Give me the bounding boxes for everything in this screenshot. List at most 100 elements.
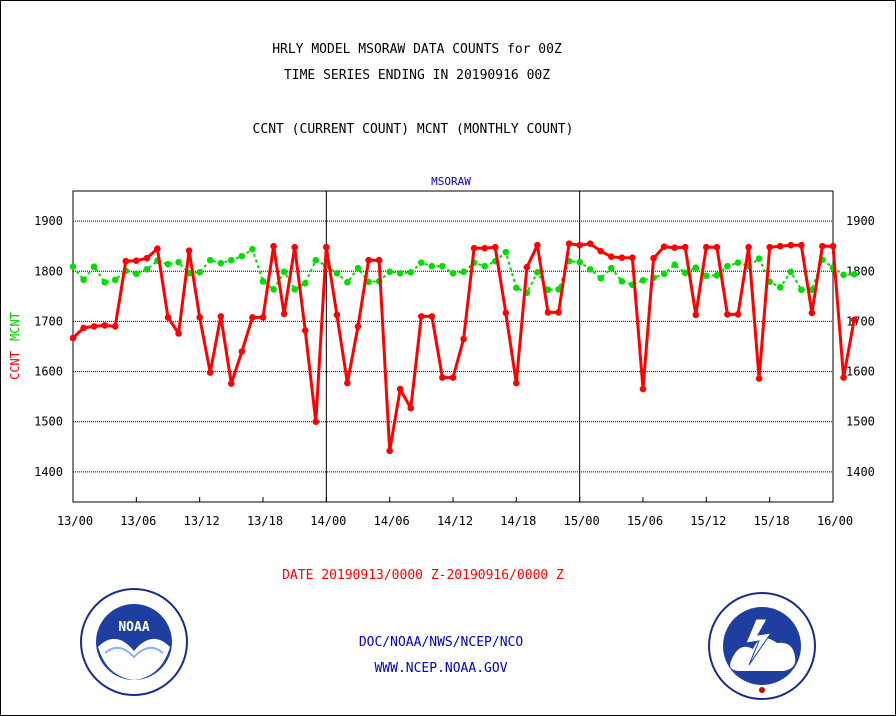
data-point-mcnt	[407, 269, 415, 276]
data-point-ccnt	[228, 380, 235, 387]
data-point-mcnt	[713, 272, 721, 279]
data-point-ccnt	[386, 447, 394, 455]
data-point-ccnt	[312, 418, 320, 426]
y-tick-label-left: 1900	[34, 214, 63, 228]
data-point-ccnt	[396, 385, 404, 393]
data-point-ccnt	[122, 257, 130, 265]
data-point-mcnt	[69, 263, 77, 271]
data-point-mcnt	[238, 252, 246, 260]
data-point-ccnt	[639, 385, 647, 393]
x-tick-label: 16/00	[817, 514, 853, 528]
data-point-ccnt	[523, 263, 531, 271]
data-point-mcnt	[534, 269, 541, 276]
data-point-ccnt	[502, 309, 510, 317]
data-point-ccnt	[69, 334, 77, 342]
series-ccnt	[69, 240, 858, 455]
y-tick-label-left: 1600	[34, 365, 63, 379]
data-point-ccnt	[154, 245, 161, 252]
data-point-ccnt	[101, 322, 108, 329]
series-mcnt	[69, 245, 858, 297]
date-range-label: DATE 20190913/0000 Z-20190916/0000 Z	[282, 568, 564, 583]
data-point-ccnt	[513, 379, 520, 387]
data-point-ccnt	[280, 310, 288, 318]
data-point-mcnt	[249, 245, 256, 253]
y-tick-label-right: 1500	[846, 415, 875, 429]
data-point-mcnt	[80, 276, 87, 284]
data-point-ccnt	[597, 247, 605, 255]
data-point-mcnt	[101, 279, 108, 286]
data-point-ccnt	[323, 243, 330, 251]
data-point-mcnt	[228, 256, 235, 264]
data-point-mcnt	[164, 260, 172, 268]
data-point-ccnt	[629, 254, 636, 261]
x-tick-label: 13/06	[120, 514, 156, 528]
data-point-ccnt	[608, 253, 615, 260]
data-point-ccnt	[439, 374, 446, 381]
data-point-ccnt	[80, 324, 87, 332]
data-point-ccnt	[703, 243, 710, 251]
data-point-mcnt	[597, 275, 605, 282]
data-point-ccnt	[534, 241, 541, 249]
y-axis-label-mcnt: MCNT	[8, 312, 22, 341]
data-point-ccnt	[111, 323, 119, 330]
data-point-mcnt	[703, 272, 710, 280]
data-point-ccnt	[217, 313, 225, 320]
data-point-ccnt	[692, 311, 700, 319]
data-point-ccnt	[491, 243, 499, 251]
data-point-mcnt	[460, 268, 467, 276]
data-point-ccnt	[428, 313, 436, 320]
y-tick-labels: 1400 1400 1500 1500 1600 1600 1700 1700 1800 1800…	[34, 214, 875, 479]
x-tick-label: 13/18	[247, 514, 283, 528]
series-line-mcnt	[72, 248, 855, 294]
y-tick-label-right: 1800	[846, 264, 875, 278]
data-point-mcnt	[449, 270, 457, 277]
data-point-mcnt	[660, 270, 668, 278]
data-point-ccnt	[291, 243, 299, 251]
data-point-mcnt	[428, 262, 436, 270]
day-separators	[325, 191, 581, 502]
x-tick-label: 14/12	[437, 514, 473, 528]
x-tick-label: 14/00	[310, 514, 346, 528]
y-tick-label-right: 1700	[846, 314, 875, 328]
data-point-ccnt	[375, 256, 383, 264]
data-point-mcnt	[333, 270, 341, 277]
data-point-ccnt	[206, 369, 214, 376]
y-tick-label-left: 1800	[34, 264, 63, 278]
data-point-mcnt	[175, 258, 182, 266]
data-point-mcnt	[755, 255, 763, 262]
data-point-mcnt	[301, 280, 309, 287]
data-point-ccnt	[671, 244, 678, 251]
data-point-ccnt	[766, 243, 773, 251]
data-point-ccnt	[586, 240, 594, 247]
data-point-ccnt	[840, 374, 847, 381]
y-tick-label-left: 1700	[34, 314, 63, 328]
data-point-ccnt	[249, 314, 256, 321]
data-point-mcnt	[618, 278, 626, 285]
data-point-ccnt	[133, 257, 140, 265]
x-tick-label: 14/18	[500, 514, 536, 528]
data-point-mcnt	[133, 270, 140, 278]
agency-label: DOC/NOAA/NWS/NCEP/NCO	[359, 635, 524, 650]
y-axis-label: CCNT MCNT	[8, 312, 22, 380]
data-point-ccnt	[681, 243, 689, 251]
data-point-mcnt	[481, 262, 489, 270]
noaa-logo: NOAA	[80, 588, 188, 696]
data-point-mcnt	[576, 258, 583, 266]
chart-title-line2: TIME SERIES ENDING IN 20190916 00Z	[284, 68, 550, 83]
chart-title-line1: HRLY MODEL MSORAW DATA COUNTS for 00Z	[272, 42, 562, 57]
data-point-ccnt	[819, 242, 826, 250]
data-point-ccnt	[829, 242, 837, 250]
data-point-mcnt	[386, 268, 394, 276]
data-point-ccnt	[196, 314, 203, 321]
y-tick-label-left: 1400	[34, 465, 63, 479]
data-point-mcnt	[555, 286, 562, 293]
data-point-ccnt	[175, 330, 182, 337]
x-tick-label: 14/06	[374, 514, 410, 528]
y-tick-label-right: 1400	[846, 465, 875, 479]
data-point-mcnt	[586, 266, 594, 273]
y-tick-label-left: 1500	[34, 415, 63, 429]
data-point-mcnt	[734, 259, 742, 267]
data-point-ccnt	[724, 311, 731, 318]
data-point-ccnt	[354, 323, 362, 330]
data-point-mcnt	[217, 259, 225, 267]
